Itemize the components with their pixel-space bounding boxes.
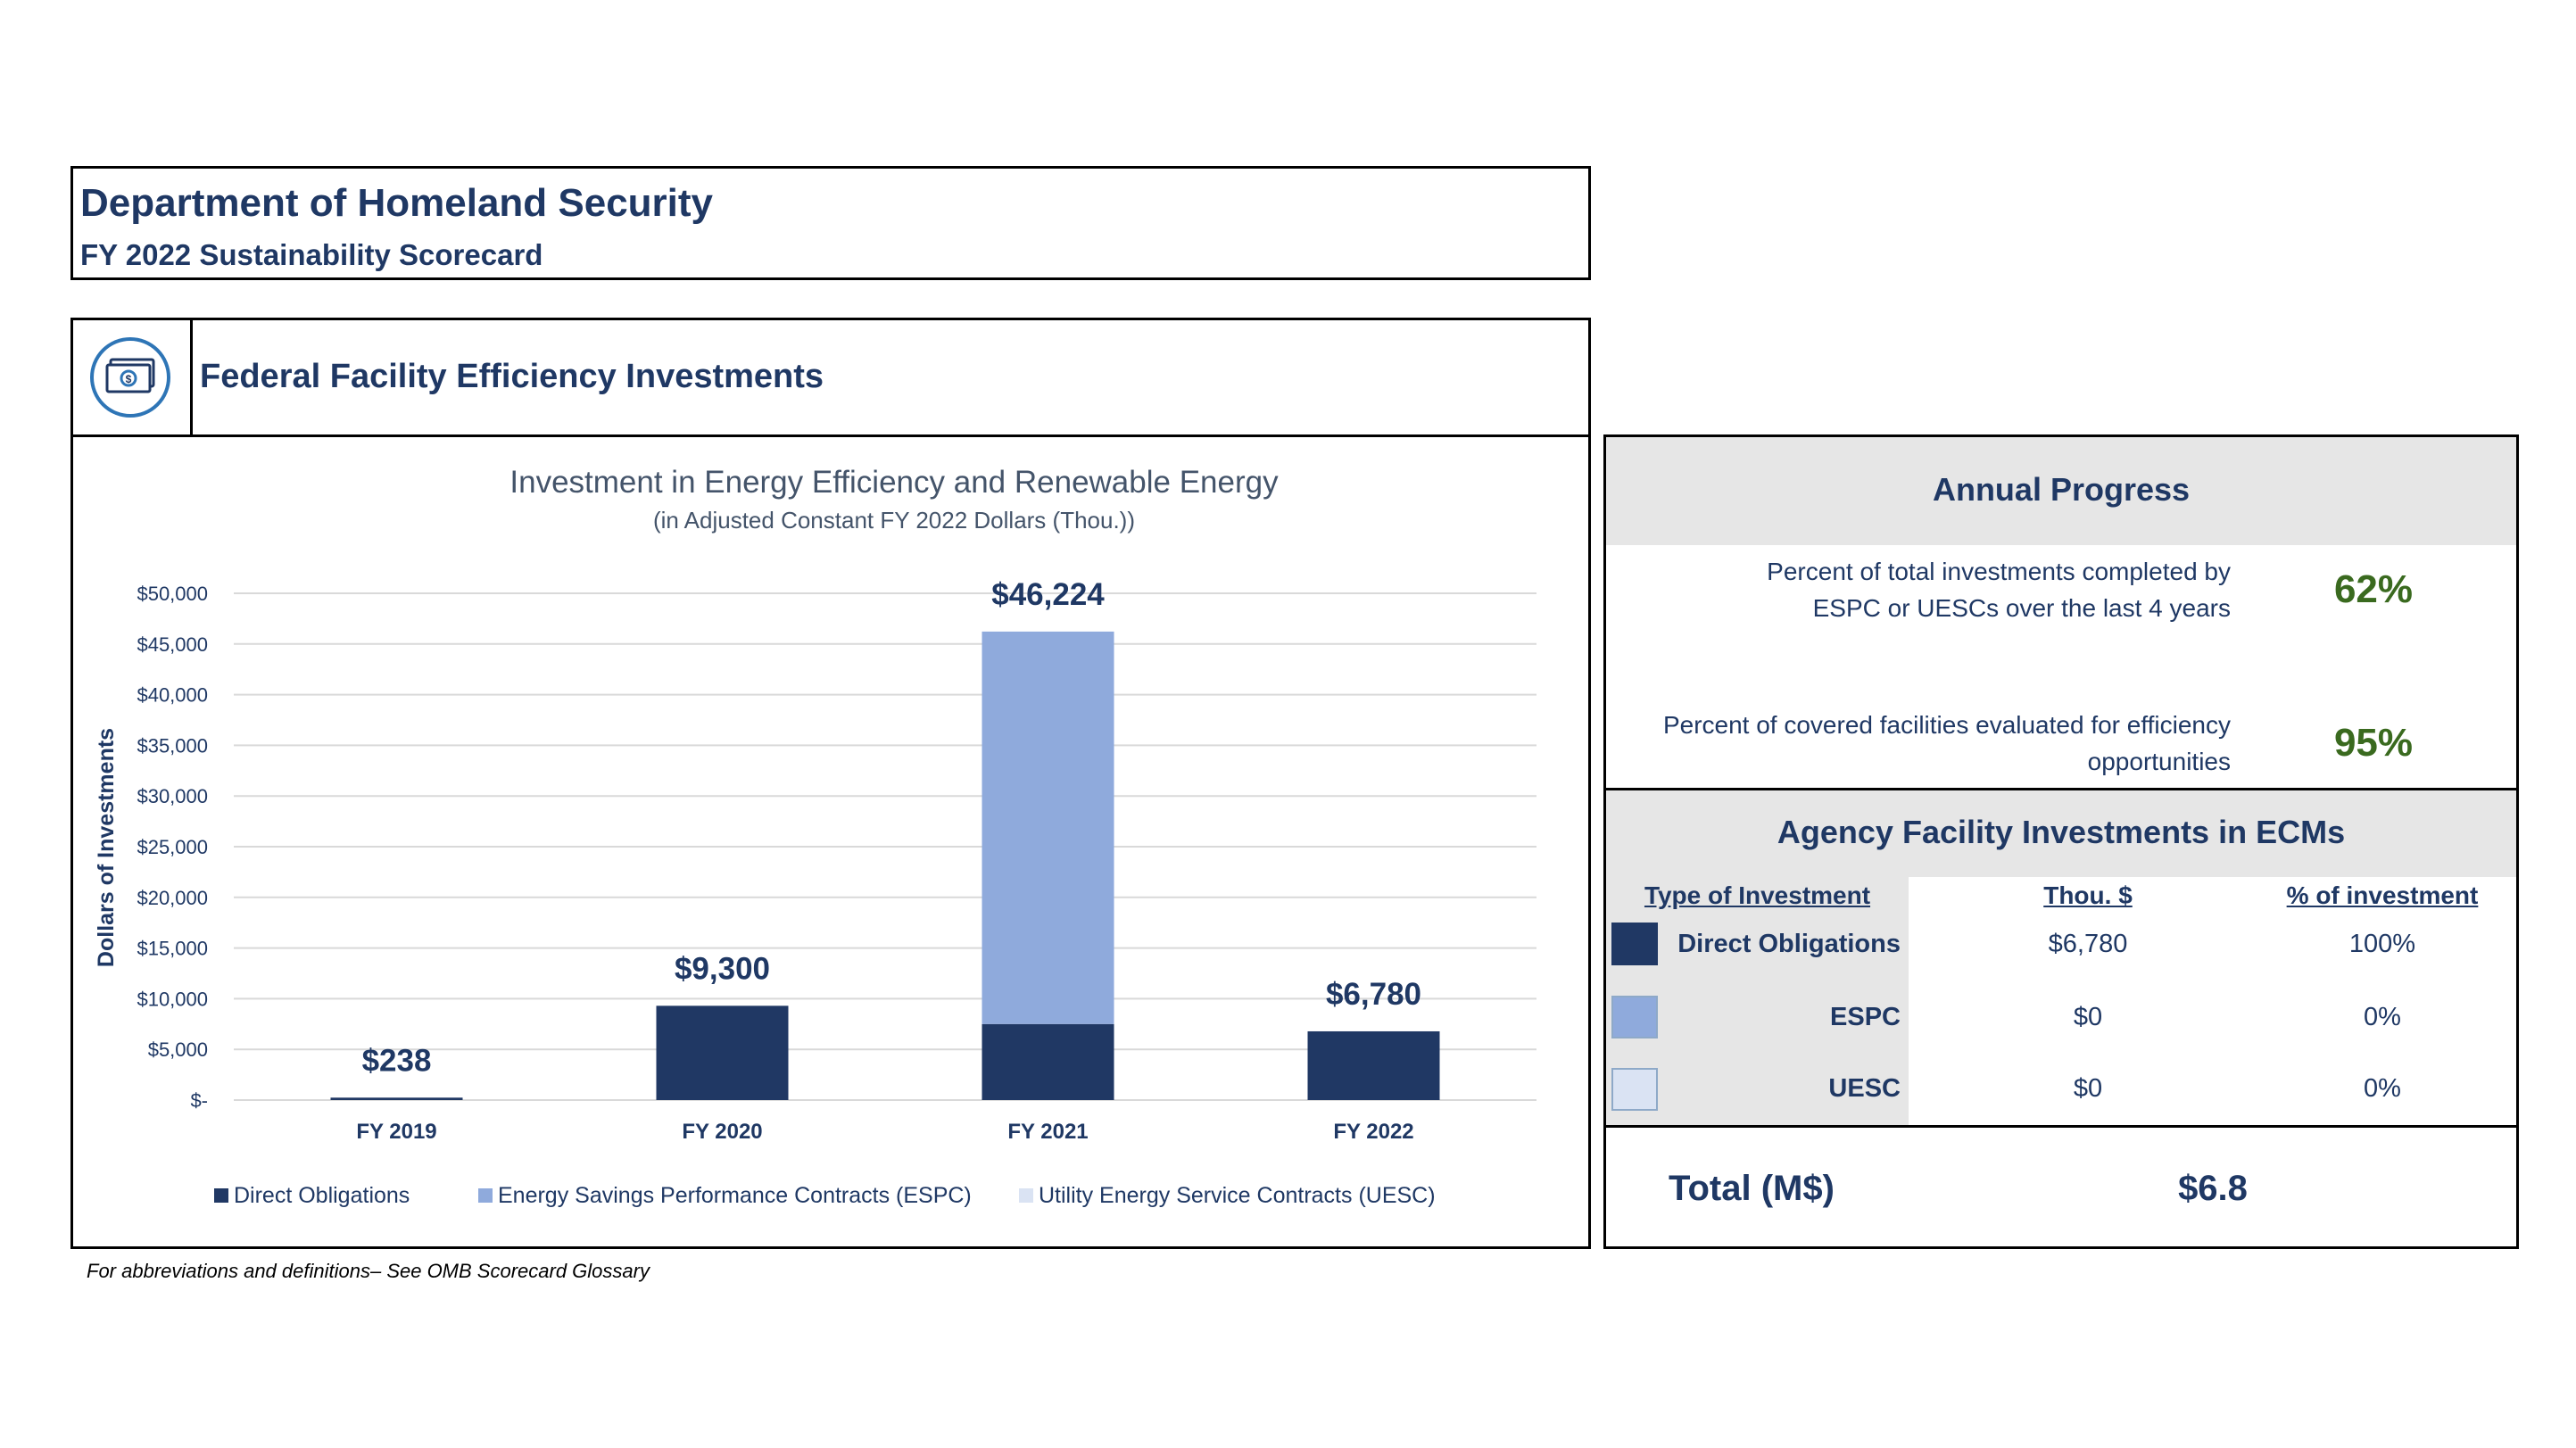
legend-label: Energy Savings Performance Contracts (ES…	[498, 1183, 972, 1208]
progress-desc-2-line1: Percent of covered facilities evaluated …	[1662, 711, 2231, 739]
annual-progress-title: Annual Progress	[1932, 471, 2191, 508]
x-tick-label: FY 2020	[682, 1120, 762, 1144]
col-header-type: Type of Investment	[1644, 881, 1871, 909]
progress-desc-1-line1: Percent of total investments completed b…	[1767, 558, 2231, 585]
y-tick-label: $40,000	[137, 684, 208, 707]
ecm-title: Agency Facility Investments in ECMs	[1777, 814, 2346, 850]
chart-title: Investment in Energy Efficiency and Rene…	[509, 465, 1279, 500]
col-header-pct: % of investment	[2286, 881, 2479, 909]
col-header-thou: Thou. $	[2043, 881, 2133, 909]
y-tick-label: $25,000	[137, 836, 208, 858]
progress-value-1: 62%	[2333, 567, 2414, 611]
bar-total-label: $46,224	[991, 577, 1105, 612]
legend-label: Direct Obligations	[234, 1183, 410, 1208]
swatch-direct-obligations	[1611, 923, 1658, 965]
ecm-row-label: UESC	[1828, 1074, 1901, 1103]
y-tick-label: $5,000	[148, 1038, 208, 1061]
bar-segment	[1307, 1030, 1440, 1100]
bar-segment	[656, 1005, 789, 1100]
section-header: $ Federal Facility Efficiency Investment…	[70, 318, 1591, 437]
y-axis-label: Dollars of Investments	[94, 728, 119, 967]
progress-value-2: 95%	[2333, 721, 2414, 765]
swatch-espc	[1611, 996, 1658, 1038]
footnote: For abbreviations and definitions– See O…	[87, 1260, 650, 1282]
ecm-row-label: Direct Obligations	[1677, 930, 1901, 958]
header-box: Department of Homeland Security FY 2022 …	[70, 166, 1591, 280]
progress-desc-1-line2: ESPC or UESCs over the last 4 years	[1812, 594, 2231, 622]
y-tick-label: $30,000	[137, 785, 208, 807]
total-label: Total (M$)	[1669, 1169, 1835, 1208]
x-tick-label: FY 2022	[1333, 1120, 1413, 1144]
ecm-row-pct: 0%	[2364, 1003, 2401, 1031]
bar-total-label: $6,780	[1326, 977, 1421, 1012]
ecm-row-thou: $6,780	[2048, 930, 2128, 958]
y-tick-label: $35,000	[137, 734, 208, 757]
bar-total-label: $9,300	[675, 951, 770, 986]
bar-segment	[982, 1023, 1114, 1100]
ecm-header: Agency Facility Investments in ECMs	[1606, 790, 2516, 877]
total-value: $6.8	[2178, 1169, 2248, 1208]
ecm-row-thou: $0	[2073, 1003, 2103, 1031]
total-box: Total (M$) $6.8	[1603, 1125, 2519, 1249]
chart-subtitle: (in Adjusted Constant FY 2022 Dollars (T…	[653, 507, 1135, 534]
swatch-uesc	[1611, 1068, 1658, 1111]
y-tick-label: $15,000	[137, 938, 208, 960]
progress-desc-2-line2: opportunities	[2087, 748, 2231, 775]
bar-segment	[982, 631, 1114, 1024]
page-subtitle: FY 2022 Sustainability Scorecard	[80, 238, 543, 271]
ecm-box: Agency Facility Investments in ECMs Type…	[1603, 788, 2519, 1128]
y-tick-label: $10,000	[137, 988, 208, 1010]
legend-swatch	[214, 1188, 228, 1203]
x-tick-label: FY 2021	[1007, 1120, 1088, 1144]
y-tick-label: $20,000	[137, 887, 208, 909]
investment-chart: Investment in Energy Efficiency and Rene…	[94, 465, 1536, 1208]
y-tick-label: $50,000	[137, 583, 208, 605]
svg-text:$: $	[126, 373, 132, 385]
ecm-row-pct: 0%	[2364, 1074, 2401, 1103]
progress-desc-1: Percent of total investments completed b…	[1624, 553, 2231, 626]
bar-segment	[330, 1097, 463, 1100]
legend-swatch	[478, 1188, 493, 1203]
page-title: Department of Homeland Security	[80, 181, 714, 225]
annual-progress-header: Annual Progress	[1606, 437, 2516, 545]
y-tick-label: $-	[190, 1089, 208, 1112]
y-tick-label: $45,000	[137, 633, 208, 656]
progress-desc-2: Percent of covered facilities evaluated …	[1624, 707, 2231, 780]
money-bill-icon: $	[89, 336, 171, 418]
x-tick-label: FY 2019	[356, 1120, 436, 1144]
section-title: Federal Facility Efficiency Investments	[200, 358, 824, 395]
ecm-row-thou: $0	[2073, 1074, 2103, 1103]
section-icon-cell: $	[73, 320, 193, 434]
ecm-row-label: ESPC	[1830, 1003, 1901, 1031]
legend-label: Utility Energy Service Contracts (UESC)	[1039, 1183, 1436, 1208]
ecm-row-pct: 100%	[2348, 930, 2416, 958]
chart-box: Investment in Energy Efficiency and Rene…	[70, 434, 1591, 1249]
legend-swatch	[1019, 1188, 1033, 1203]
bar-total-label: $238	[362, 1043, 432, 1078]
annual-progress-box: Annual Progress Percent of total investm…	[1603, 434, 2519, 790]
